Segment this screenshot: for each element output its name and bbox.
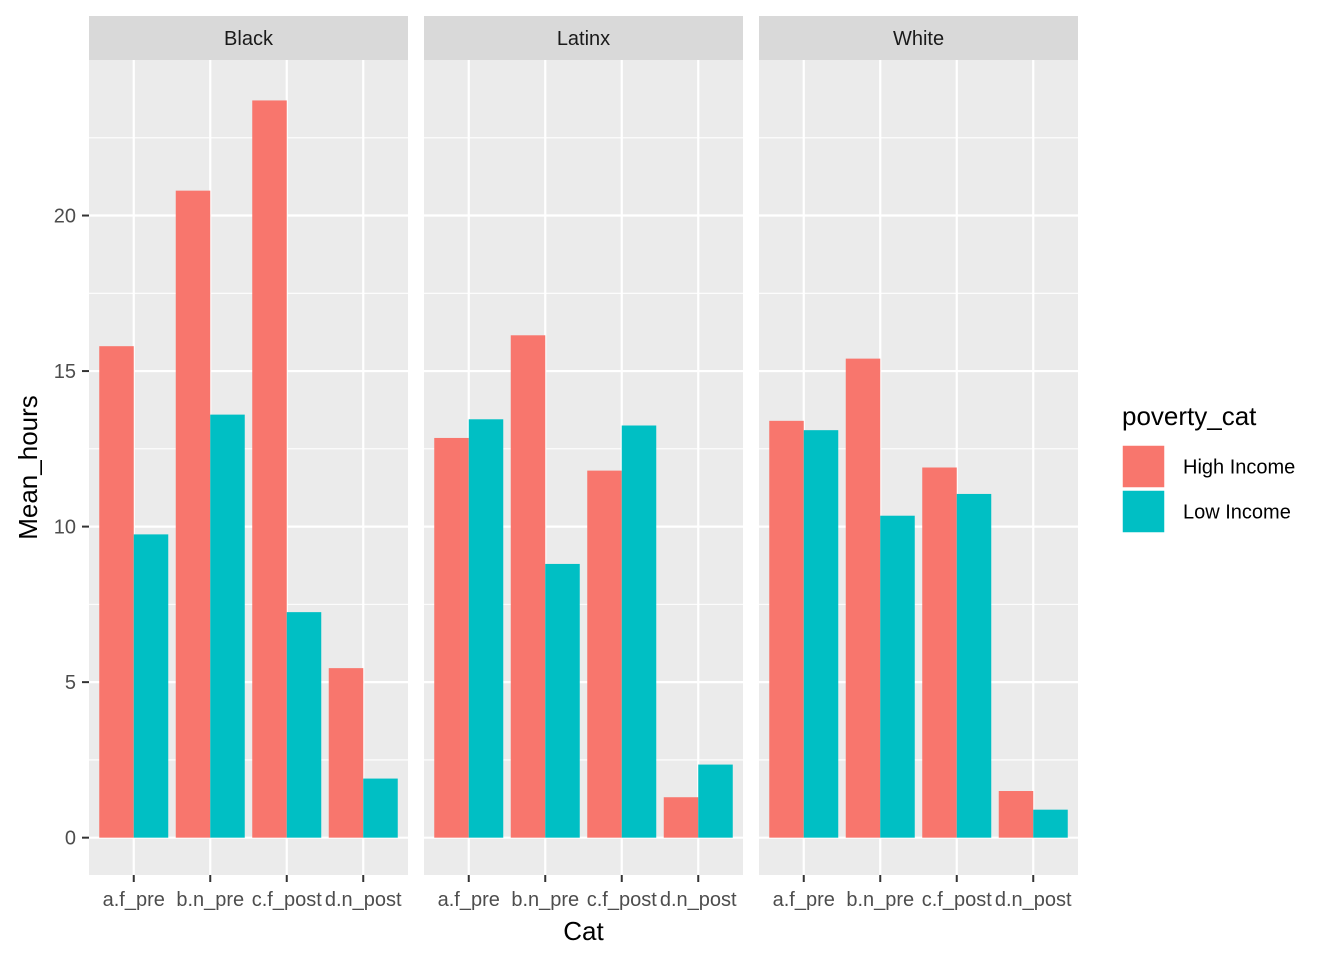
facet-strip-label: Latinx	[557, 28, 610, 50]
bar-black-b.n_pre-high-income	[175, 190, 211, 838]
y-tick-label: 20	[54, 206, 76, 228]
bar-black-a.f_pre-high-income	[99, 346, 134, 838]
facet-strip-black	[89, 16, 408, 60]
legend-label: Low Income	[1183, 502, 1291, 524]
y-tick-label: 15	[54, 361, 76, 383]
bar-black-c.f_post-low-income	[286, 612, 322, 838]
y-tick-label: 0	[65, 828, 76, 850]
x-tick-label: b.n_pre	[846, 889, 914, 911]
x-tick-label: a.f_pre	[438, 889, 500, 911]
x-tick-label: b.n_pre	[511, 889, 579, 911]
y-tick-label: 10	[54, 517, 76, 539]
bar-white-a.f_pre-high-income	[769, 420, 804, 838]
x-tick-label: c.f_post	[922, 889, 992, 911]
x-tick-label: d.n_post	[325, 889, 402, 911]
bar-black-d.n_post-low-income	[363, 778, 398, 838]
legend-key-high-income	[1121, 444, 1166, 489]
bar-white-b.n_pre-high-income	[845, 358, 881, 838]
bar-black-a.f_pre-low-income	[133, 534, 169, 838]
x-tick-label: c.f_post	[252, 889, 322, 911]
bar-white-d.n_post-high-income	[998, 791, 1034, 838]
bar-black-b.n_pre-low-income	[210, 414, 245, 838]
bar-white-d.n_post-low-income	[1033, 809, 1068, 838]
bar-latinx-c.f_post-low-income	[621, 425, 657, 838]
x-axis-title: Cat	[563, 916, 604, 946]
facet-strip-latinx	[424, 16, 743, 60]
bar-black-d.n_post-high-income	[328, 668, 364, 838]
bar-black-c.f_post-high-income	[252, 100, 287, 838]
y-axis-title: Mean_hours	[13, 395, 43, 540]
y-tick-label: 5	[65, 672, 76, 694]
bar-white-c.f_post-low-income	[956, 493, 992, 838]
facet-strip-label: White	[893, 28, 944, 50]
legend-key-low-income	[1121, 489, 1166, 534]
x-tick-label: a.f_pre	[773, 889, 835, 911]
x-tick-label: a.f_pre	[103, 889, 165, 911]
bar-latinx-d.n_post-high-income	[663, 797, 699, 838]
bar-latinx-b.n_pre-low-income	[545, 563, 580, 838]
x-tick-label: d.n_post	[995, 889, 1072, 911]
bar-latinx-b.n_pre-high-income	[510, 335, 546, 838]
bar-latinx-a.f_pre-low-income	[468, 419, 504, 838]
bar-latinx-a.f_pre-high-income	[434, 437, 469, 838]
bar-white-c.f_post-high-income	[922, 467, 957, 838]
facet-strip-white	[759, 16, 1078, 60]
facet-strip-label: Black	[224, 28, 274, 50]
x-tick-label: b.n_pre	[176, 889, 244, 911]
legend-label: High Income	[1183, 457, 1295, 479]
x-tick-label: d.n_post	[660, 889, 737, 911]
bar-white-a.f_pre-low-income	[803, 430, 839, 838]
bar-white-b.n_pre-low-income	[880, 515, 915, 838]
bar-latinx-c.f_post-high-income	[587, 470, 622, 838]
legend-title: poverty_cat	[1122, 401, 1257, 431]
bar-latinx-d.n_post-low-income	[698, 764, 733, 838]
x-tick-label: c.f_post	[587, 889, 657, 911]
